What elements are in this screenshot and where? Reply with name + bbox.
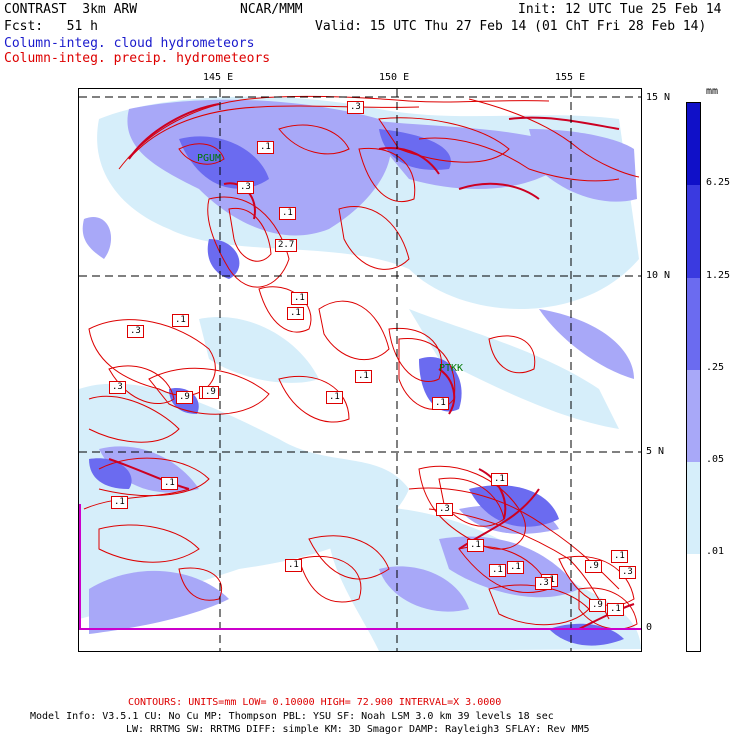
contour-label: .3 [436, 503, 453, 516]
contour-label: .3 [237, 181, 254, 194]
lat-label-15n: 15 N [646, 92, 671, 103]
lon-label-155: 155 E [555, 72, 586, 83]
contour-label: .9 [202, 386, 219, 399]
contour-label: .1 [607, 603, 624, 616]
contour-label: .1 [489, 564, 506, 577]
contour-label: .1 [326, 391, 343, 404]
model-name: CONTRAST [4, 2, 67, 17]
colorbar-segment [687, 185, 700, 278]
contour-label: .1 [467, 539, 484, 552]
contour-label: .1 [432, 397, 449, 410]
valid-time: Valid: 15 UTC Thu 27 Feb 14 (01 ChT Fri … [315, 19, 707, 34]
lat-label-5n: 5 N [646, 446, 665, 457]
contour-label: .1 [111, 496, 128, 509]
colorbar [686, 102, 701, 652]
contour-label: .1 [172, 314, 189, 327]
map-canvas [79, 89, 641, 651]
colorbar-tick: .01 [706, 546, 725, 557]
contour-label: .1 [257, 141, 274, 154]
init-time: Init: 12 UTC Tue 25 Feb 14 [518, 2, 722, 17]
precip-field-title: Column-integ. precip. hydrometeors [4, 51, 271, 66]
colorbar-tick: 1.25 [706, 270, 731, 281]
forecast-value: 51 h [66, 19, 98, 34]
lat-label-0: 0 [646, 622, 653, 633]
contour-label: .3 [109, 381, 126, 394]
colorbar-segment [687, 278, 700, 370]
contour-label: .9 [589, 599, 606, 612]
contour-label: .9 [176, 391, 193, 404]
contour-label: .1 [611, 550, 628, 563]
contour-label: .3 [535, 577, 552, 590]
contour-label: .1 [279, 207, 296, 220]
lon-label-150: 150 E [379, 72, 410, 83]
map-panel: PGUM PTKK .3.1.3.12.7.1.1.3.1.3.1.1.9.1.… [78, 88, 642, 652]
institution-label: NCAR/MMM [240, 2, 303, 17]
contour-label: .1 [507, 561, 524, 574]
contour-label: .3 [127, 325, 144, 338]
contour-label: 2.7 [275, 239, 298, 252]
colorbar-tick: .25 [706, 362, 725, 373]
colorbar-segment [687, 554, 700, 651]
forecast-hour: Fcst: 51 h [4, 19, 98, 34]
contour-label: .1 [491, 473, 508, 486]
forecast-label: Fcst: [4, 19, 44, 34]
contour-label: .9 [585, 560, 602, 573]
model-info-line2: LW: RRTMG SW: RRTMG DIFF: simple KM: 3D … [126, 724, 590, 735]
contour-label: .3 [619, 566, 636, 579]
colorbar-tick: .05 [706, 454, 725, 465]
colorbar-segment [687, 462, 700, 554]
lat-lon-grid [79, 89, 641, 651]
contour-label: .1 [291, 292, 308, 305]
colorbar-segment [687, 370, 700, 462]
cloud-field-title: Column-integ. cloud hydrometeors [4, 36, 255, 51]
model-resolution: 3km ARW [82, 2, 138, 17]
contour-label: .1 [355, 370, 372, 383]
model-title: CONTRAST 3km ARW [4, 2, 137, 17]
contour-label: .3 [347, 101, 364, 114]
model-info-line1: Model Info: V3.5.1 CU: No Cu MP: Thompso… [30, 711, 554, 722]
station-label-pgum: PGUM [197, 153, 222, 164]
intense-cores [108, 103, 635, 630]
contour-label: .1 [287, 307, 304, 320]
colorbar-segment [687, 103, 700, 185]
lon-label-145: 145 E [203, 72, 234, 83]
station-label-ptkk: PTKK [439, 363, 464, 374]
colorbar-tick: 6.25 [706, 177, 731, 188]
colorbar-units: mm [706, 86, 719, 97]
domain-boundary [79, 504, 641, 630]
contour-label: .1 [161, 477, 178, 490]
lat-label-10n: 10 N [646, 270, 671, 281]
contour-info: CONTOURS: UNITS=mm LOW= 0.10000 HIGH= 72… [128, 697, 502, 708]
contour-label: .1 [285, 559, 302, 572]
